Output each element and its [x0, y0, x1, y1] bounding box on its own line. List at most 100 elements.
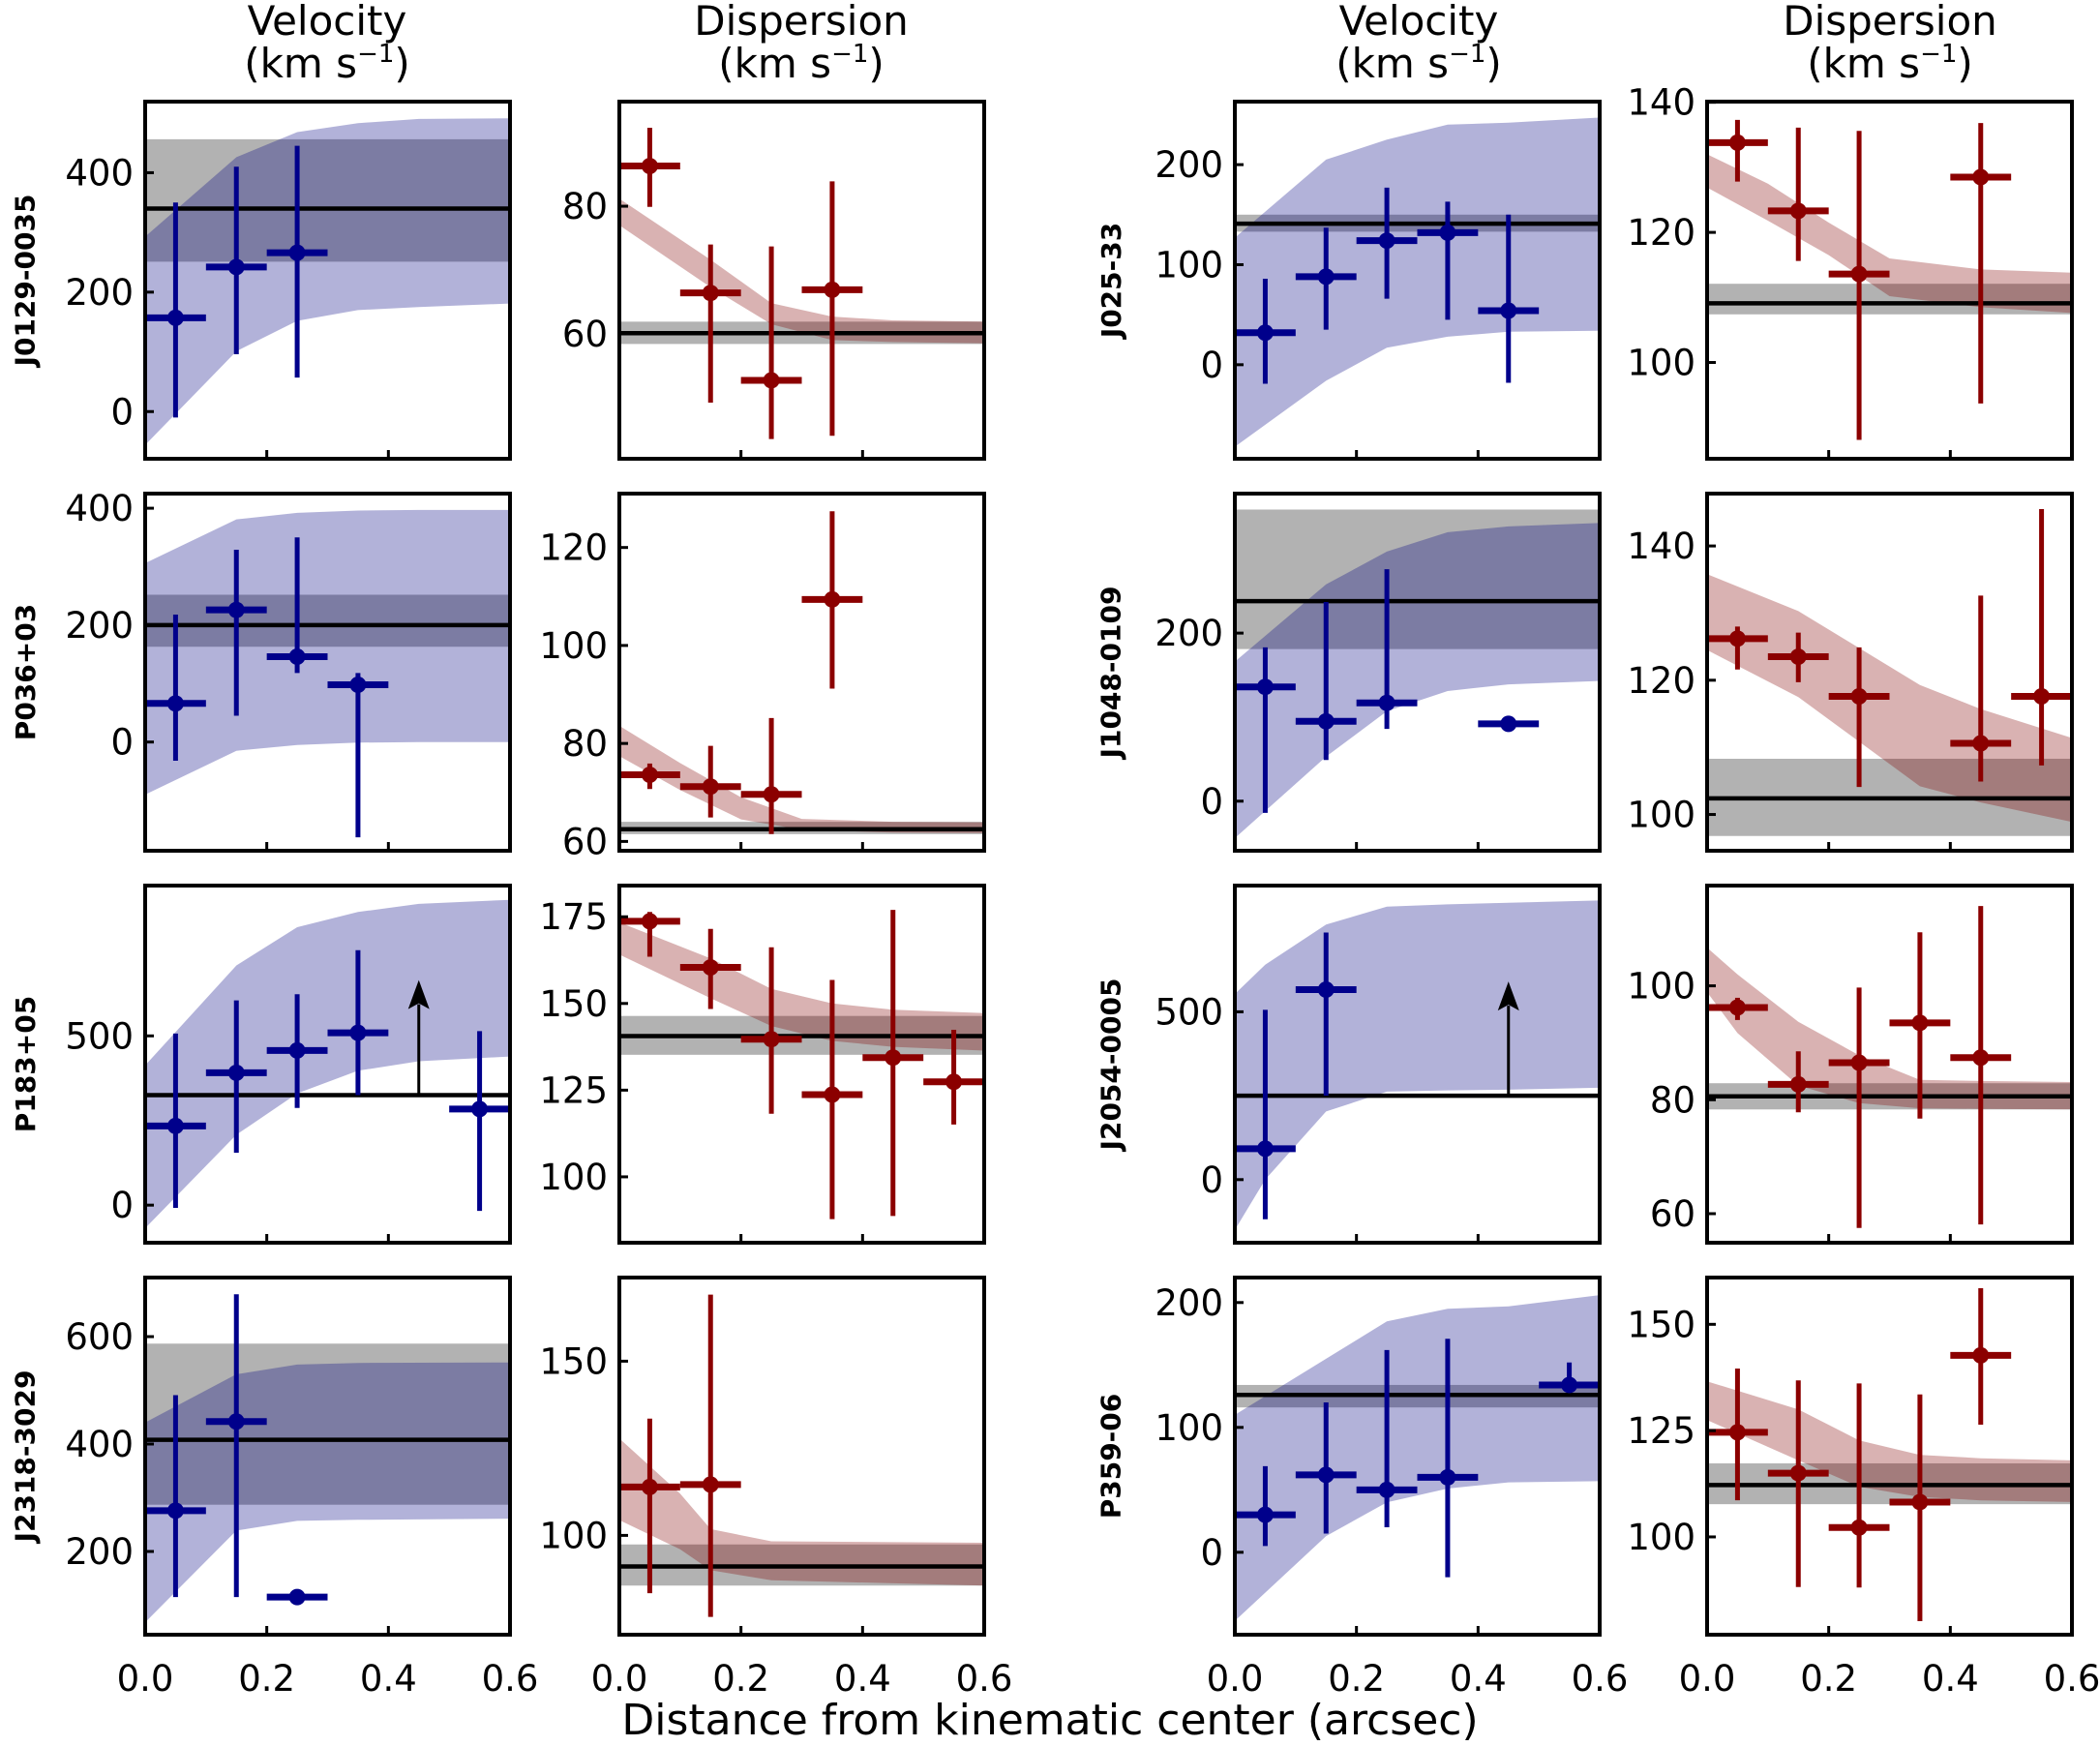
plot-area — [145, 509, 510, 838]
data-marker — [763, 786, 780, 803]
y-tick-label: 60 — [1650, 1193, 1695, 1235]
plot-area — [1235, 1295, 1600, 1621]
y-tick-label: 120 — [1627, 660, 1695, 702]
data-marker — [824, 590, 841, 608]
y-tick-label: 150 — [1627, 1304, 1695, 1345]
data-point — [1707, 626, 1768, 670]
data-marker — [1317, 1466, 1335, 1484]
data-point — [1950, 123, 2012, 404]
model-band — [1235, 117, 1600, 447]
axes-frame — [143, 492, 512, 853]
data-point — [679, 745, 741, 818]
data-point — [923, 1030, 984, 1125]
y-tick-label: 400 — [65, 488, 134, 529]
data-point — [1828, 987, 1890, 1228]
data-marker — [1317, 712, 1335, 730]
x-tick-label: 0.2 — [1328, 1658, 1385, 1700]
data-marker — [1317, 268, 1335, 286]
y-tick-label: 0 — [1200, 1159, 1223, 1201]
data-point — [1707, 1369, 1768, 1501]
panel-j0129-0035-dispersion: 60 80 — [562, 100, 986, 461]
y-tick-label: 600 — [65, 1316, 134, 1358]
data-marker — [641, 1478, 658, 1495]
axes-frame — [143, 884, 512, 1245]
data-point — [619, 128, 680, 207]
data-marker — [885, 1049, 902, 1067]
plot-area — [145, 1294, 510, 1623]
y-tick-label: 150 — [539, 983, 608, 1025]
data-point — [801, 511, 863, 689]
y-tick-label: 120 — [539, 527, 608, 569]
model-band — [619, 725, 984, 833]
y-tick-label: 150 — [539, 1340, 608, 1382]
data-marker — [1500, 715, 1517, 733]
data-point — [1295, 227, 1357, 330]
data-point — [619, 1418, 680, 1594]
data-point — [740, 947, 802, 1114]
data-marker — [1850, 1519, 1868, 1536]
x-tick-label: 0.0 — [591, 1658, 648, 1700]
row-label-p036+03: P036+03 — [9, 603, 42, 741]
row-label-j2318-3029: J2318-3029 — [9, 1370, 42, 1543]
data-marker — [763, 1031, 780, 1048]
y-tick-label: 500 — [65, 1015, 134, 1057]
y-tick-label: 500 — [1155, 991, 1223, 1033]
data-point — [1767, 1051, 1829, 1113]
data-marker — [1789, 202, 1807, 220]
row-label-j025-33: J025-33 — [1095, 222, 1127, 339]
y-tick-label: 200 — [1155, 1282, 1223, 1324]
model-band — [145, 509, 510, 795]
y-tick-label: 125 — [539, 1069, 608, 1111]
data-marker — [1378, 694, 1395, 711]
panel-p183+05-dispersion: 100 125 150 175 — [539, 884, 986, 1245]
model-band — [145, 1362, 510, 1623]
data-point — [679, 928, 741, 1009]
data-point — [1356, 569, 1418, 730]
y-tick-label: 100 — [1155, 1407, 1223, 1449]
data-point — [327, 949, 389, 1096]
data-point — [1707, 997, 1768, 1020]
x-tick-label: 0.4 — [1450, 1658, 1507, 1700]
data-point — [145, 1395, 206, 1598]
data-point — [205, 549, 267, 716]
data-marker — [1256, 1140, 1274, 1158]
y-tick-label: 200 — [65, 272, 134, 314]
y-tick-label: 60 — [562, 314, 608, 355]
data-marker — [288, 1041, 306, 1059]
data-marker — [702, 1476, 719, 1493]
data-marker — [288, 1588, 306, 1606]
plot-area — [145, 118, 510, 445]
axes-frame — [617, 884, 986, 1245]
data-marker — [166, 309, 184, 326]
y-tick-label: 140 — [1627, 526, 1695, 567]
observed-range-band — [1235, 509, 1600, 649]
data-point — [1235, 647, 1296, 813]
data-point — [1828, 131, 1890, 440]
data-marker — [1256, 1506, 1274, 1523]
data-marker — [641, 767, 658, 784]
panel-j2054-0005-velocity: 0 500 — [1155, 884, 1602, 1245]
data-point — [266, 145, 328, 378]
axes-frame — [1233, 884, 1602, 1245]
axes-frame — [1705, 492, 2074, 853]
data-point — [1235, 278, 1296, 384]
data-marker — [1256, 324, 1274, 342]
panel-j1048-0109-dispersion: 100 120 140 — [1627, 492, 2074, 853]
panel-j2054-0005-dispersion: 60 80 100 — [1627, 884, 2074, 1245]
data-marker — [1911, 1014, 1929, 1032]
data-point — [1295, 602, 1357, 761]
data-point — [1539, 1362, 1600, 1394]
panel-p036+03-velocity: 0 200 400 — [65, 488, 512, 853]
data-marker — [1789, 1075, 1807, 1093]
data-point — [145, 1033, 206, 1208]
data-point — [266, 994, 328, 1108]
data-marker — [227, 601, 245, 618]
lower-limit-arrowhead-icon — [1497, 981, 1519, 1011]
data-point — [1356, 187, 1418, 299]
panel-p183+05-velocity: 0 500 — [65, 884, 512, 1245]
observed-range-band — [1707, 284, 2072, 315]
y-tick-label: 200 — [1155, 144, 1223, 186]
data-point — [2011, 508, 2072, 766]
data-marker — [1439, 224, 1456, 241]
